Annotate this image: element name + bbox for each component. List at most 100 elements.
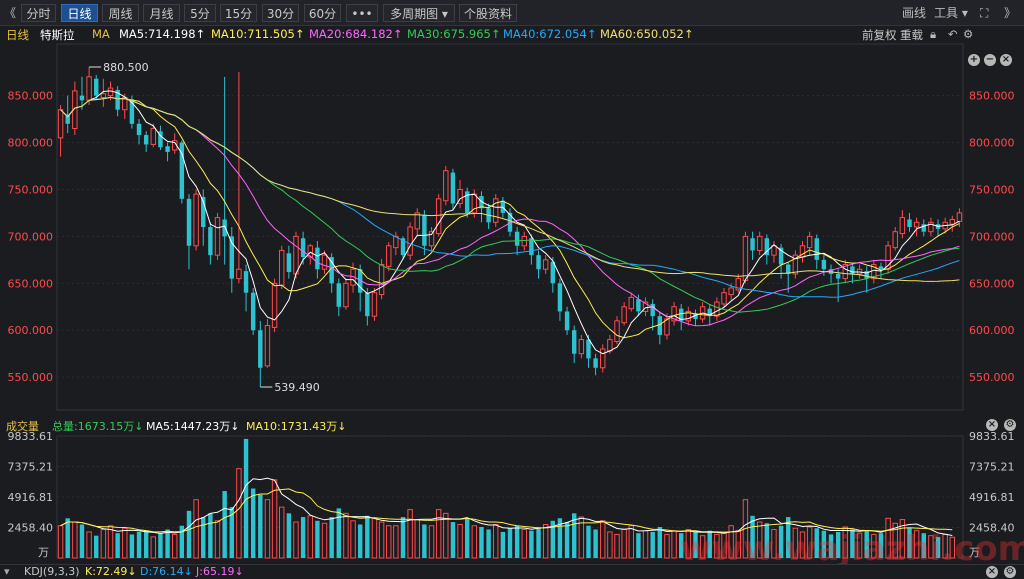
candle-body-down bbox=[550, 261, 556, 284]
volume-bar-up bbox=[57, 525, 64, 559]
volume-bar-up bbox=[842, 526, 849, 559]
lock-icon[interactable]: 🔒︎ bbox=[930, 27, 937, 41]
candle-body-up bbox=[607, 339, 613, 352]
candle-body-down bbox=[315, 247, 320, 270]
candle-body-up bbox=[642, 301, 649, 312]
period-button-5min[interactable]: 5分 bbox=[184, 4, 216, 22]
volume-bar-up bbox=[236, 468, 242, 559]
candle-body-up bbox=[664, 318, 670, 336]
candle-body-down bbox=[286, 253, 292, 273]
zoom-in-icon[interactable]: + bbox=[968, 54, 980, 66]
candle-body-down bbox=[329, 257, 334, 284]
price-tick-left: 550.000 bbox=[8, 371, 54, 384]
volume-bar-down bbox=[650, 531, 655, 558]
stock-info-button[interactable]: 个股资料 bbox=[459, 4, 517, 22]
volume-settings-icon[interactable]: ⚙ bbox=[1004, 419, 1016, 431]
kdj-collapse-icon[interactable]: ▾ bbox=[4, 565, 10, 578]
period-button-30min[interactable]: 30分 bbox=[262, 4, 299, 22]
volume-bar-up bbox=[72, 521, 78, 559]
price-tick-right: 600.000 bbox=[969, 324, 1015, 337]
zoom-out-icon[interactable]: − bbox=[984, 54, 996, 66]
volume-tick-left: 7375.21 bbox=[8, 460, 54, 473]
volume-bar-up bbox=[407, 509, 413, 559]
candle-body-down bbox=[179, 142, 185, 199]
candle-body-down bbox=[129, 99, 135, 124]
price-tick-right: 800.000 bbox=[969, 137, 1015, 150]
candle-body-down bbox=[422, 214, 427, 246]
close-main-icon[interactable]: × bbox=[1000, 54, 1012, 66]
volume-bar-down bbox=[778, 525, 784, 558]
period-button-60min[interactable]: 60分 bbox=[304, 4, 341, 22]
candle-body-up bbox=[521, 235, 527, 247]
price-panel-frame bbox=[56, 43, 964, 411]
tools-dropdown[interactable]: 工具 ▾ bbox=[934, 6, 968, 20]
candle-body-down bbox=[258, 330, 263, 368]
volume-bar-up bbox=[307, 515, 313, 559]
volume-bar-up bbox=[122, 527, 128, 559]
price-tick-right: 550.000 bbox=[969, 371, 1015, 384]
candle-body-up bbox=[956, 212, 963, 222]
candle-body-up bbox=[72, 90, 78, 129]
low-annotation: 539.490 bbox=[274, 381, 320, 394]
period-button-fenshi[interactable]: 分时 bbox=[21, 4, 56, 22]
candle-body-down bbox=[557, 283, 563, 312]
more-button[interactable]: ••• bbox=[346, 4, 378, 22]
candle-body-up bbox=[756, 235, 763, 251]
candle-body-up bbox=[343, 282, 349, 308]
price-tick-right: 750.000 bbox=[969, 183, 1015, 196]
settings-icon[interactable]: ⚙ bbox=[963, 27, 974, 41]
candle-body-down bbox=[250, 292, 256, 331]
close-kdj-icon[interactable]: × bbox=[986, 566, 998, 578]
period-button-monthly[interactable]: 月线 bbox=[143, 4, 180, 22]
volume-bar-up bbox=[293, 521, 299, 559]
candle-body-down bbox=[336, 283, 341, 307]
period-button-15min[interactable]: 15分 bbox=[220, 4, 257, 22]
kdj-settings-icon[interactable]: ⚙ bbox=[1004, 566, 1016, 578]
candle-body-up bbox=[214, 217, 221, 256]
volume-bar-down bbox=[286, 513, 292, 558]
volume-bar-up bbox=[443, 512, 449, 559]
volume-bar-up bbox=[799, 531, 806, 559]
undo-icon[interactable]: ↶ bbox=[948, 27, 958, 41]
candle-body-down bbox=[821, 259, 827, 270]
candle-body-down bbox=[400, 238, 406, 256]
volume-bar-up bbox=[628, 525, 634, 559]
volume-bar-down bbox=[907, 528, 912, 558]
candle-body-down bbox=[229, 236, 234, 279]
candle-body-up bbox=[542, 259, 549, 270]
close-volume-icon[interactable]: × bbox=[986, 419, 998, 431]
volume-bar-down bbox=[850, 529, 855, 558]
candle-body-up bbox=[735, 278, 741, 291]
candle-body-up bbox=[685, 310, 692, 322]
adjust-button[interactable]: 前复权 bbox=[862, 28, 897, 42]
price-tick-left: 850.000 bbox=[8, 90, 54, 103]
forward-icon[interactable]: 》 bbox=[1004, 6, 1017, 20]
period-button-daily[interactable]: 日线 bbox=[61, 4, 98, 22]
candle-body-up bbox=[236, 268, 242, 280]
overlay-button[interactable]: 重载 bbox=[900, 28, 923, 42]
ma-info-bar: 日线 特斯拉 MA MA5:714.198↑ MA10:711.505↑ MA2… bbox=[0, 26, 1024, 66]
candle-body-up bbox=[307, 245, 313, 258]
back-icon[interactable]: 《 bbox=[4, 6, 17, 20]
candle-body-down bbox=[636, 299, 641, 312]
candle-body-up bbox=[628, 296, 634, 310]
candle-body-up bbox=[493, 198, 499, 223]
candle-body-up bbox=[714, 301, 720, 317]
multi-period-dropdown[interactable]: 多周期图 ▾ bbox=[383, 4, 455, 22]
volume-bar-down bbox=[536, 526, 541, 558]
volume-bar-up bbox=[806, 526, 813, 559]
candle-body-down bbox=[921, 224, 926, 232]
draw-line-button[interactable]: 画线 bbox=[902, 6, 927, 20]
expand-icon[interactable]: ⛶ bbox=[980, 6, 989, 20]
period-button-weekly[interactable]: 周线 bbox=[102, 4, 139, 22]
candle-body-down bbox=[571, 330, 577, 354]
candle-body-down bbox=[907, 219, 912, 227]
candle-body-down bbox=[536, 255, 541, 270]
candle-body-down bbox=[136, 123, 142, 136]
volume-bar-up bbox=[685, 528, 692, 559]
volume-bar-down bbox=[229, 507, 234, 558]
volume-bar-up bbox=[771, 528, 777, 559]
volume-bar-up bbox=[885, 517, 891, 559]
candle-body-up bbox=[457, 188, 463, 205]
